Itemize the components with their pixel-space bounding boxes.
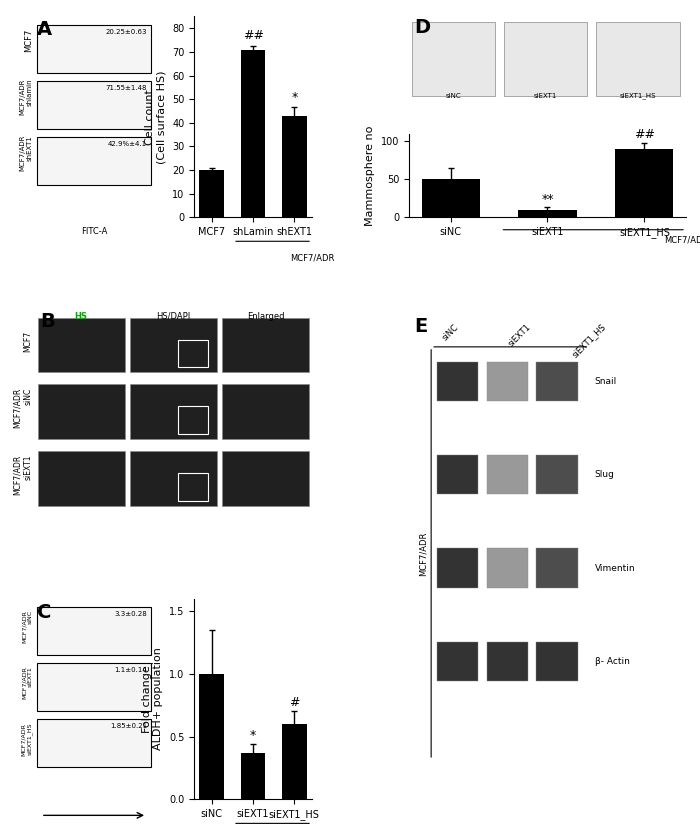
FancyBboxPatch shape <box>536 455 578 494</box>
Bar <box>615 149 673 218</box>
FancyBboxPatch shape <box>223 385 309 439</box>
FancyBboxPatch shape <box>486 549 528 588</box>
FancyBboxPatch shape <box>37 25 150 73</box>
Text: β- Actin: β- Actin <box>594 657 629 666</box>
Text: MCF7/ADR: MCF7/ADR <box>419 531 427 576</box>
Text: MCF7: MCF7 <box>24 29 33 52</box>
Text: *: * <box>250 728 256 742</box>
Y-axis label: Fold change
ALDH+ population: Fold change ALDH+ population <box>142 648 164 751</box>
Text: 42.9%±4.1: 42.9%±4.1 <box>108 141 147 147</box>
Y-axis label: Mammosphere no: Mammosphere no <box>365 125 375 226</box>
FancyBboxPatch shape <box>486 362 528 401</box>
FancyBboxPatch shape <box>37 137 150 185</box>
Bar <box>199 674 224 799</box>
FancyBboxPatch shape <box>412 22 495 96</box>
Text: MCF7/ADR
siEXT1: MCF7/ADR siEXT1 <box>22 667 33 700</box>
FancyBboxPatch shape <box>38 452 125 506</box>
Y-axis label: Cell count
(Cell surface HS): Cell count (Cell surface HS) <box>145 70 167 164</box>
Text: Slug: Slug <box>594 471 615 480</box>
Text: FITC-A: FITC-A <box>80 227 107 236</box>
FancyBboxPatch shape <box>437 549 478 588</box>
Text: MCF7/ADR
siNC: MCF7/ADR siNC <box>13 388 32 428</box>
FancyBboxPatch shape <box>504 22 587 96</box>
Text: *: * <box>291 91 298 104</box>
FancyBboxPatch shape <box>130 385 217 439</box>
Text: 3.3±0.28: 3.3±0.28 <box>114 611 147 616</box>
Bar <box>421 179 480 218</box>
Text: siEXT1_HS: siEXT1_HS <box>620 92 656 99</box>
Text: 71.55±1.48: 71.55±1.48 <box>106 85 147 91</box>
Text: Vimentin: Vimentin <box>594 564 635 573</box>
Bar <box>519 209 577 218</box>
FancyBboxPatch shape <box>437 642 478 681</box>
FancyBboxPatch shape <box>536 362 578 401</box>
Text: MCF7/ADR
shlamin: MCF7/ADR shlamin <box>20 78 33 115</box>
Text: siEXT1_HS: siEXT1_HS <box>570 322 608 359</box>
Text: siNC: siNC <box>445 93 461 99</box>
Text: A: A <box>37 21 52 40</box>
Text: B: B <box>41 311 55 330</box>
Text: MCF7/ADR: MCF7/ADR <box>290 253 334 262</box>
Bar <box>282 724 307 799</box>
Text: MCF7/ADR
shEXT1: MCF7/ADR shEXT1 <box>20 135 33 171</box>
Text: C: C <box>37 602 52 621</box>
Text: 1.85±0.21: 1.85±0.21 <box>110 723 147 729</box>
Bar <box>241 49 265 218</box>
Text: HS/DAPI: HS/DAPI <box>156 311 190 321</box>
Text: D: D <box>414 18 430 37</box>
FancyBboxPatch shape <box>37 662 150 711</box>
Bar <box>199 170 224 218</box>
Text: siEXT1: siEXT1 <box>507 322 533 349</box>
FancyBboxPatch shape <box>37 606 150 655</box>
Text: MCF7/ADR: MCF7/ADR <box>664 236 700 245</box>
FancyBboxPatch shape <box>37 719 150 767</box>
FancyBboxPatch shape <box>437 362 478 401</box>
Bar <box>282 115 307 218</box>
Text: 20.25±0.63: 20.25±0.63 <box>106 29 147 35</box>
FancyBboxPatch shape <box>38 385 125 439</box>
FancyBboxPatch shape <box>130 452 217 506</box>
Text: ##: ## <box>243 30 264 43</box>
Text: siEXT1: siEXT1 <box>534 93 557 99</box>
Text: MCF7/ADR
siEXT1: MCF7/ADR siEXT1 <box>13 455 32 495</box>
Text: Enlarged: Enlarged <box>247 311 285 321</box>
Text: Snail: Snail <box>594 377 617 386</box>
Text: #: # <box>289 696 300 709</box>
Text: MCF7: MCF7 <box>23 330 32 352</box>
FancyBboxPatch shape <box>37 81 150 129</box>
Bar <box>241 753 265 799</box>
Text: 1.1±0.14: 1.1±0.14 <box>114 667 147 673</box>
FancyBboxPatch shape <box>38 317 125 372</box>
Text: ##: ## <box>634 129 654 141</box>
FancyBboxPatch shape <box>536 642 578 681</box>
FancyBboxPatch shape <box>486 642 528 681</box>
FancyBboxPatch shape <box>223 452 309 506</box>
FancyBboxPatch shape <box>596 22 680 96</box>
FancyBboxPatch shape <box>536 549 578 588</box>
Text: siNC: siNC <box>440 322 461 342</box>
FancyBboxPatch shape <box>486 455 528 494</box>
Text: **: ** <box>541 193 554 206</box>
FancyBboxPatch shape <box>130 317 217 372</box>
Text: MCF7/ADR
siEXT1_HS: MCF7/ADR siEXT1_HS <box>21 723 33 756</box>
Text: MCF7/ADR
siNC: MCF7/ADR siNC <box>22 611 33 643</box>
FancyBboxPatch shape <box>437 455 478 494</box>
Text: E: E <box>414 317 428 336</box>
FancyBboxPatch shape <box>223 317 309 372</box>
Text: HS: HS <box>75 311 88 321</box>
